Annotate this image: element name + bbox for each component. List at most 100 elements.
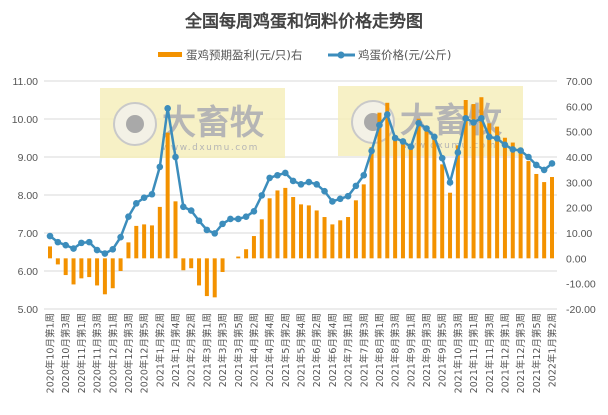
bar [338, 220, 343, 259]
bar [142, 224, 147, 259]
x-tick-label: 2020年10月第3周 [60, 313, 72, 393]
x-tick-label: 2021年3月第5周 [233, 313, 245, 387]
bar [361, 184, 366, 259]
right-tick-label: 50.00 [566, 127, 592, 139]
data-point [399, 138, 407, 145]
data-point [415, 119, 422, 127]
bar [400, 144, 405, 259]
bar [95, 258, 100, 286]
legend-label-line: 鸡蛋价格(元/公斤) [358, 48, 451, 62]
bar [134, 225, 139, 259]
x-tick-label: 2021年4月第4周 [264, 313, 276, 387]
bar [118, 258, 123, 271]
left-tick-label: 11.00 [13, 76, 39, 88]
data-point [164, 105, 171, 112]
data-point [289, 177, 297, 185]
data-point [407, 143, 415, 151]
right-tick-label: 40.00 [566, 152, 592, 164]
data-point [211, 230, 219, 237]
data-point [78, 239, 85, 247]
watermark-text: 大畜牧 [162, 103, 265, 143]
bar [236, 256, 241, 259]
x-tick-label: 2021年1月第2周 [154, 313, 166, 387]
bar [448, 192, 453, 259]
bar [165, 132, 170, 259]
data-point [148, 190, 156, 198]
bar [291, 197, 296, 259]
x-tick-label: 2021年5月第4周 [296, 313, 308, 387]
bar [283, 187, 288, 259]
data-point [470, 119, 477, 126]
bar [542, 182, 547, 259]
data-point [227, 215, 234, 223]
data-point [376, 121, 383, 129]
bar [220, 258, 225, 273]
data-point [250, 208, 258, 215]
data-point [109, 246, 117, 253]
data-point [93, 246, 101, 254]
chart-title: 全国每周鸡蛋和饲料价格走势图 [184, 11, 423, 32]
x-tick-label: 2021年11月第1周 [468, 313, 480, 393]
x-tick-label: 2021年10月第3周 [452, 313, 464, 393]
data-point [274, 171, 281, 179]
data-point [485, 133, 493, 141]
bar [346, 217, 351, 259]
logo-pupil-icon [126, 115, 144, 133]
data-point [195, 217, 203, 225]
right-tick-label: -20.00 [566, 304, 596, 316]
bar [550, 177, 554, 259]
bar [212, 258, 217, 298]
right-tick-label: 30.00 [566, 177, 592, 189]
bar [424, 129, 429, 259]
data-point [266, 174, 273, 182]
data-point [125, 213, 132, 220]
bar [526, 161, 531, 259]
left-tick-label: 10.00 [12, 114, 38, 126]
bar [471, 104, 476, 259]
left-tick-label: 5.00 [18, 304, 39, 316]
data-point [242, 213, 250, 220]
data-point [46, 232, 54, 240]
data-point [525, 153, 532, 161]
legend-marker [337, 51, 345, 59]
bar [518, 147, 523, 259]
data-point [383, 111, 391, 118]
bar [455, 145, 460, 259]
data-point [219, 220, 226, 228]
data-point [501, 141, 509, 149]
x-tick-label: 2021年12月第1周 [499, 313, 511, 393]
legend: 蛋鸡预期盈利(元/只)右 鸡蛋价格(元/公斤) [158, 48, 451, 62]
bar [416, 118, 421, 259]
data-point [360, 171, 368, 179]
bar [432, 134, 437, 259]
data-point [493, 135, 501, 142]
data-point [438, 154, 446, 162]
bar [322, 217, 327, 259]
x-tick-label: 2021年6月第2周 [311, 313, 323, 387]
data-point [329, 198, 336, 205]
right-tick-label: 10.00 [566, 228, 592, 240]
data-point [54, 238, 62, 246]
x-tick-label: 2021年5月第2周 [280, 313, 292, 387]
data-point [368, 147, 375, 155]
data-point [478, 114, 485, 122]
data-point [391, 134, 399, 142]
data-point [321, 187, 328, 195]
data-point [62, 241, 69, 249]
bar [534, 173, 539, 259]
x-tick-label: 2021年9月第5周 [437, 313, 449, 387]
bar [267, 198, 272, 259]
x-axis: 2020年10月第1周 2020年10月第3周 2020年11月第1周 2020年11… [45, 313, 559, 393]
right-tick-label: 20.00 [566, 203, 592, 215]
data-point [203, 226, 211, 234]
x-tick-label: 2021年2月第2周 [186, 313, 198, 387]
right-tick-label: 60.00 [566, 101, 592, 113]
x-tick-label: 2021年6月第4周 [327, 313, 339, 387]
left-axis: 5.00 6.00 7.00 8.00 9.00 10.00 11.00 [12, 76, 38, 316]
bar [197, 258, 202, 286]
bar [63, 258, 68, 276]
data-point [305, 178, 313, 186]
